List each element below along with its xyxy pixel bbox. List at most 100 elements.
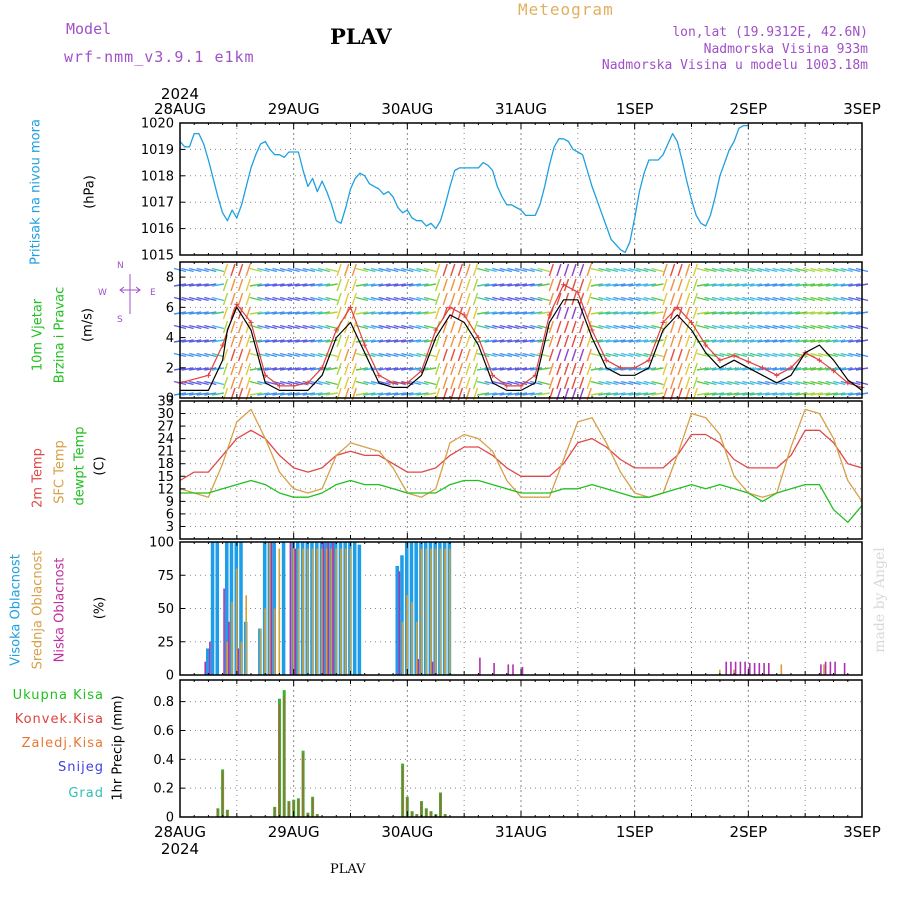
- wind-barb: [572, 363, 576, 375]
- wind-barb: [231, 335, 235, 347]
- wind-barb: [678, 264, 682, 276]
- cloud-low-bar: [418, 659, 420, 675]
- wind-barb: [337, 279, 341, 291]
- cloud-low-bar: [328, 542, 330, 675]
- wind-barb: [474, 377, 478, 389]
- x-tick-label-bottom: 1SEP: [616, 823, 654, 841]
- wind-barb: [587, 349, 591, 361]
- wind-barb: [549, 293, 553, 305]
- wind-barb: [580, 335, 584, 347]
- wind-barb: [231, 363, 235, 375]
- wind-barb: [224, 363, 228, 375]
- y-tick-label: 1018: [141, 169, 174, 184]
- wind-barb: [587, 363, 591, 375]
- wind-barb: [458, 321, 462, 333]
- cloud-low-bar: [228, 622, 230, 675]
- precip-conv-bar: [222, 772, 223, 817]
- wind-barb: [466, 335, 470, 347]
- cloud-mid-bar: [406, 595, 408, 675]
- precip-conv-bar: [430, 812, 431, 818]
- y-tick-label: 1016: [141, 222, 174, 237]
- cloud-mid-bar: [421, 549, 423, 675]
- y-tick-label: 1020: [141, 117, 174, 132]
- precip-conv-bar: [440, 794, 441, 817]
- wind-barb: [565, 349, 569, 361]
- wind-barb: [451, 321, 455, 333]
- wind-barb: [549, 363, 553, 375]
- wind-barb: [345, 279, 349, 291]
- wind-barb: [239, 377, 243, 389]
- wind-barb: [337, 307, 341, 319]
- y-tick-label: 0.8: [153, 695, 174, 710]
- wind-barb: [239, 363, 243, 375]
- wind-barb: [572, 264, 576, 276]
- wind-barb: [671, 279, 675, 291]
- cloud-high-bar: [206, 648, 210, 675]
- wind-barb: [587, 377, 591, 389]
- precip-conv-bar: [411, 812, 412, 818]
- wind-barb: [572, 307, 576, 319]
- cloud-high-bar: [396, 566, 400, 675]
- cloud-mid-bar: [321, 549, 323, 675]
- y-tick-label: 4: [166, 331, 174, 346]
- cloud-low-bar: [223, 589, 225, 676]
- cloud-mid-bar: [279, 549, 281, 675]
- precip-conv-bar: [421, 802, 422, 817]
- wind-barb: [587, 293, 591, 305]
- wind-barb: [565, 321, 569, 333]
- precip-conv-bar: [217, 809, 218, 817]
- wind-barb: [246, 264, 250, 276]
- wind-barb: [549, 349, 553, 361]
- wind-barb: [686, 293, 690, 305]
- wind-barb: [557, 363, 561, 375]
- wind-barb: [663, 293, 667, 305]
- wind-barb: [352, 293, 356, 305]
- wind-barb: [231, 264, 235, 276]
- wind-barb: [466, 377, 470, 389]
- wind-barb: [693, 279, 697, 291]
- wind-barb: [451, 349, 455, 361]
- cloud-low-bar: [834, 662, 836, 675]
- cloud-mid-bar: [331, 549, 333, 675]
- wind-barb: [451, 279, 455, 291]
- wind-barb: [231, 321, 235, 333]
- y-tick-label: 33: [157, 395, 174, 410]
- wind-barb: [458, 279, 462, 291]
- wind-barb: [436, 293, 440, 305]
- wind-barb: [224, 307, 228, 319]
- precip-conv-bar: [402, 766, 403, 817]
- y-tick-label: 1019: [141, 143, 174, 158]
- wind-barb: [246, 349, 250, 361]
- wind-barb: [458, 377, 462, 389]
- wind-barb: [224, 293, 228, 305]
- cloud-high-bar: [358, 545, 362, 675]
- wind-barb: [345, 293, 349, 305]
- wind-barb: [557, 335, 561, 347]
- wind-barb: [239, 279, 243, 291]
- wind-barb: [686, 279, 690, 291]
- cloud-mid-bar: [440, 549, 442, 675]
- precip-conv-bar: [426, 809, 427, 817]
- wind-barb: [557, 377, 561, 389]
- cloud-mid-bar: [425, 549, 427, 675]
- wind-barb: [686, 264, 690, 276]
- wind-barb: [451, 293, 455, 305]
- wind-barb: [466, 279, 470, 291]
- cloud-mid-bar: [335, 549, 337, 675]
- x-tick-label-top: 29AUG: [268, 100, 320, 118]
- cloud-mid-bar: [312, 549, 314, 675]
- wind-barb: [572, 335, 576, 347]
- wind-barb: [352, 279, 356, 291]
- wind-barb: [246, 293, 250, 305]
- wind-barb: [557, 321, 561, 333]
- wind-barb: [572, 293, 576, 305]
- wind-barb: [466, 264, 470, 276]
- wind-barb: [678, 335, 682, 347]
- cloud-mid-bar: [823, 664, 825, 675]
- x-tick-label-bottom: 28AUG: [154, 823, 206, 841]
- wind-barb: [337, 377, 341, 389]
- wind-barb: [580, 279, 584, 291]
- wind-barb: [239, 335, 243, 347]
- y-tick-label: 0.6: [153, 724, 174, 739]
- wind-barb: [580, 377, 584, 389]
